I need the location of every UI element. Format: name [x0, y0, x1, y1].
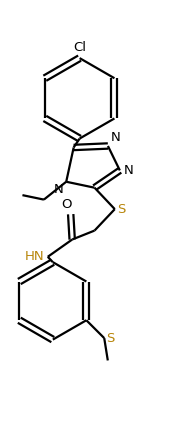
Text: S: S: [107, 332, 115, 344]
Text: Cl: Cl: [73, 41, 86, 54]
Text: N: N: [54, 183, 64, 196]
Text: HN: HN: [25, 250, 44, 263]
Text: S: S: [117, 202, 126, 216]
Text: O: O: [61, 198, 72, 211]
Text: N: N: [123, 164, 133, 177]
Text: N: N: [111, 130, 121, 144]
